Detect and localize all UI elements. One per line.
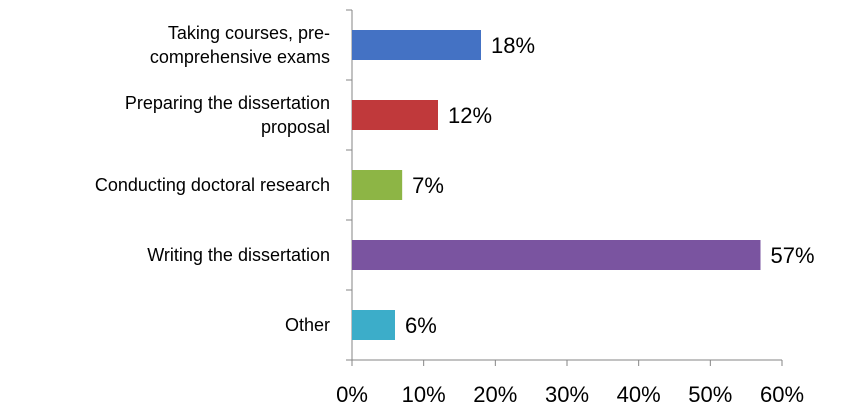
- y-tick-label: Taking courses, pre-comprehensive exams: [149, 23, 330, 67]
- bar: [352, 310, 395, 340]
- value-label: 12%: [448, 103, 492, 128]
- y-tick-label: Conducting doctoral research: [94, 175, 330, 195]
- x-tick-label: 50%: [688, 382, 732, 407]
- bar: [352, 100, 438, 130]
- bar: [352, 240, 761, 270]
- bar: [352, 30, 481, 60]
- y-tick-label: Preparing the dissertation proposal: [124, 93, 330, 137]
- x-tick-label: 10%: [402, 382, 446, 407]
- x-tick-label: 20%: [473, 382, 517, 407]
- value-label: 57%: [771, 243, 815, 268]
- x-tick-label: 30%: [545, 382, 589, 407]
- x-tick-label: 60%: [760, 382, 804, 407]
- value-label: 18%: [491, 33, 535, 58]
- value-label: 6%: [405, 313, 437, 338]
- x-tick-label: 0%: [336, 382, 368, 407]
- bar: [352, 170, 403, 200]
- y-tick-label: Other: [284, 315, 330, 335]
- value-label: 7%: [412, 173, 444, 198]
- x-tick-label: 40%: [617, 382, 661, 407]
- y-tick-label: Writing the dissertation: [147, 245, 330, 265]
